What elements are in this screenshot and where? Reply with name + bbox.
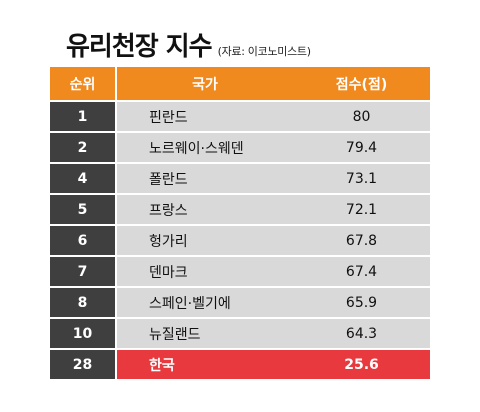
ranking-table: 순위 국가 점수(점) 1 핀란드 80 2 노르웨이·스웨덴 79.4 4 폴… (50, 65, 430, 381)
rank-cell: 28 (50, 350, 117, 379)
table-row: 8 스페인·벨기에 65.9 (50, 288, 430, 317)
score-cell: 73.1 (293, 164, 430, 193)
score-cell: 64.3 (293, 319, 430, 348)
table-row: 5 프랑스 72.1 (50, 195, 430, 224)
table-row: 4 폴란드 73.1 (50, 164, 430, 193)
page-title: 유리천장 지수 (66, 32, 213, 62)
rank-cell: 6 (50, 226, 117, 255)
rank-cell: 10 (50, 319, 117, 348)
table-row: 6 헝가리 67.8 (50, 226, 430, 255)
table-row: 10 뉴질랜드 64.3 (50, 319, 430, 348)
country-cell: 프랑스 (117, 195, 293, 224)
table-row: 1 핀란드 80 (50, 102, 430, 131)
header-rank: 순위 (50, 67, 117, 100)
country-cell: 폴란드 (117, 164, 293, 193)
score-cell: 80 (293, 102, 430, 131)
rank-cell: 2 (50, 133, 117, 162)
country-cell: 스페인·벨기에 (117, 288, 293, 317)
table-header-row: 순위 국가 점수(점) (50, 67, 430, 100)
score-cell: 67.4 (293, 257, 430, 286)
table-row-highlight: 28 한국 25.6 (50, 350, 430, 379)
score-cell: 79.4 (293, 133, 430, 162)
header-score: 점수(점) (293, 67, 430, 100)
title-block: 유리천장 지수 (자료: 이코노미스트) (66, 26, 311, 63)
country-cell: 한국 (117, 350, 293, 379)
rank-cell: 1 (50, 102, 117, 131)
score-cell: 65.9 (293, 288, 430, 317)
country-cell: 덴마크 (117, 257, 293, 286)
score-cell: 67.8 (293, 226, 430, 255)
header-country: 국가 (117, 67, 293, 100)
table-row: 2 노르웨이·스웨덴 79.4 (50, 133, 430, 162)
score-cell: 72.1 (293, 195, 430, 224)
table-row: 7 덴마크 67.4 (50, 257, 430, 286)
country-cell: 핀란드 (117, 102, 293, 131)
source-note: (자료: 이코노미스트) (217, 45, 311, 58)
country-cell: 노르웨이·스웨덴 (117, 133, 293, 162)
rank-cell: 7 (50, 257, 117, 286)
rank-cell: 5 (50, 195, 117, 224)
country-cell: 헝가리 (117, 226, 293, 255)
rank-cell: 8 (50, 288, 117, 317)
country-cell: 뉴질랜드 (117, 319, 293, 348)
rank-cell: 4 (50, 164, 117, 193)
score-cell: 25.6 (293, 350, 430, 379)
